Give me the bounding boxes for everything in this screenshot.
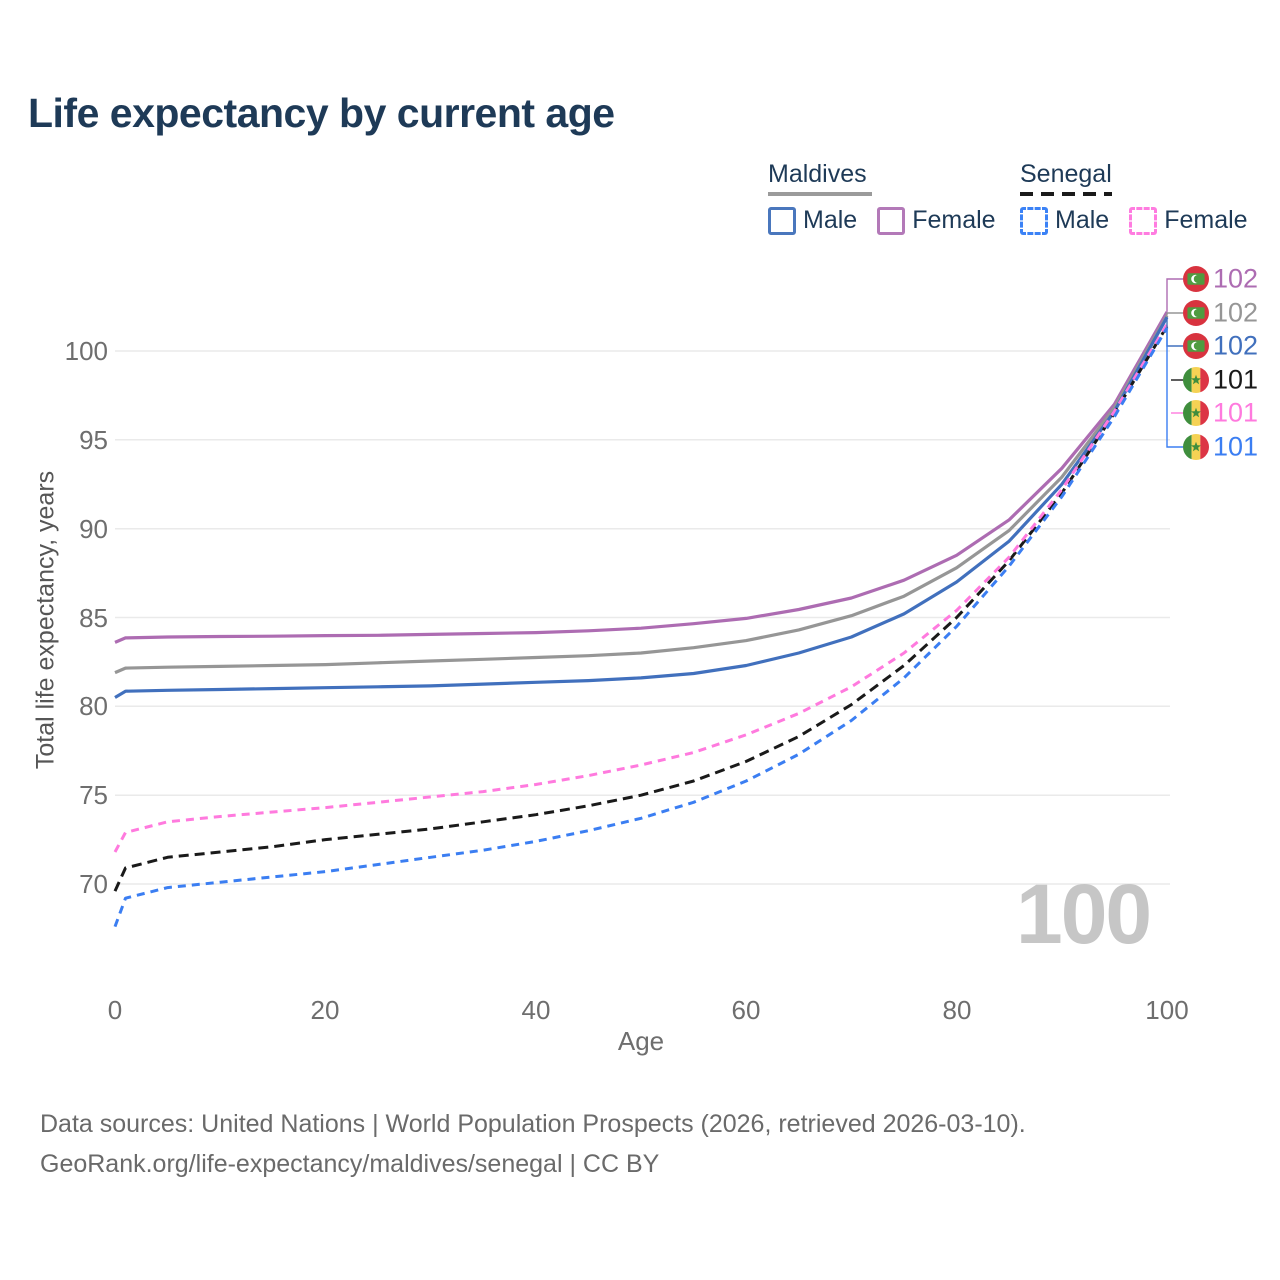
y-tick-label-75: 75: [79, 780, 108, 810]
legend-item-senegal-male[interactable]: Male: [1020, 206, 1109, 235]
end-value-senegal-both: 101: [1213, 364, 1259, 395]
senegal-flag-red-stripe: [1200, 434, 1209, 460]
senegal-flag-star: [1191, 407, 1201, 418]
senegal-flag-red-stripe: [1200, 367, 1209, 393]
x-tick-label-0: 0: [107, 995, 123, 1025]
maldives-flag-crescent-cut: [1193, 341, 1202, 351]
senegal-flag-green-stripe: [1183, 400, 1192, 426]
y-tick-label-80: 80: [79, 691, 108, 721]
series-line-senegal-female: [113, 323, 1169, 853]
legend-label-maldives-female: Female: [912, 206, 996, 234]
y-tick-label-90: 90: [79, 514, 108, 544]
x-axis-title: Age: [617, 1026, 665, 1056]
end-value-maldives-both: 102: [1213, 297, 1259, 328]
legend-item-senegal-female[interactable]: Female: [1129, 206, 1248, 235]
end-value-senegal-female: 101: [1213, 397, 1259, 428]
legend-item-maldives-male[interactable]: Male: [768, 206, 857, 235]
senegal-flag-green-stripe: [1183, 367, 1192, 393]
x-tick-label-100: 100: [1145, 995, 1189, 1025]
y-tick-label-70: 70: [79, 869, 108, 899]
checkbox-maldives-male[interactable]: [768, 206, 796, 235]
x-tick-label-40: 40: [521, 995, 551, 1025]
senegal-line-sample: [1020, 192, 1112, 196]
y-tick-label-95: 95: [79, 425, 108, 455]
leader-line-5: [1166, 327, 1183, 448]
legend-label-maldives-male: Male: [803, 206, 858, 234]
leader-line-2: [1166, 317, 1183, 347]
series-line-maldives-female: [114, 311, 1169, 644]
series-line-senegal-both-sexes: [113, 325, 1169, 892]
series-line-maldives-both-sexes: [114, 314, 1169, 675]
leader-line-0: [1166, 278, 1183, 312]
end-value-maldives-male: 102: [1213, 330, 1259, 361]
y-tick-label-100: 100: [64, 336, 108, 366]
legend-item-maldives-female[interactable]: Female: [877, 206, 996, 235]
x-tick-label-20: 20: [310, 995, 340, 1025]
checkbox-senegal-male[interactable]: [1020, 206, 1048, 235]
end-value-senegal-male: 101: [1213, 431, 1259, 462]
footer-attribution-link: GeoRank.org/life-expectancy/maldives/sen…: [40, 1150, 660, 1178]
senegal-flag-star: [1191, 441, 1201, 452]
maldives-flag-crescent-cut: [1193, 274, 1202, 284]
age-frame-watermark: 100: [1016, 867, 1152, 961]
series-line-senegal-male: [113, 327, 1169, 928]
end-value-maldives-female: 102: [1213, 263, 1259, 294]
footer-data-sources: Data sources: United Nations | World Pop…: [40, 1110, 1026, 1138]
y-tick-label-85: 85: [79, 603, 108, 633]
legend-group-senegal: Senegal Male Female: [1020, 160, 1268, 235]
legend-country-maldives[interactable]: Maldives: [768, 160, 867, 188]
leader-line-1: [1166, 312, 1183, 316]
series-line-maldives-male: [114, 316, 1169, 699]
maldives-line-sample: [768, 192, 872, 196]
checkbox-maldives-female[interactable]: [877, 206, 906, 235]
checkbox-senegal-female[interactable]: [1129, 206, 1158, 235]
x-tick-label-80: 80: [942, 995, 972, 1025]
legend-country-senegal[interactable]: Senegal: [1020, 160, 1112, 188]
senegal-flag-star: [1191, 374, 1201, 385]
legend-group-maldives: Maldives Male Female: [768, 160, 1016, 235]
legend-label-senegal-male: Male: [1055, 206, 1110, 234]
legend-label-senegal-female: Female: [1164, 206, 1248, 234]
senegal-flag-red-stripe: [1200, 400, 1209, 426]
senegal-flag-green-stripe: [1183, 434, 1192, 460]
x-tick-label-60: 60: [731, 995, 761, 1025]
chart-title: Life expectancy by current age: [28, 90, 615, 136]
maldives-flag-crescent-cut: [1193, 308, 1202, 318]
chart-legend: Maldives Male Female Senegal Male Female: [0, 160, 1280, 240]
